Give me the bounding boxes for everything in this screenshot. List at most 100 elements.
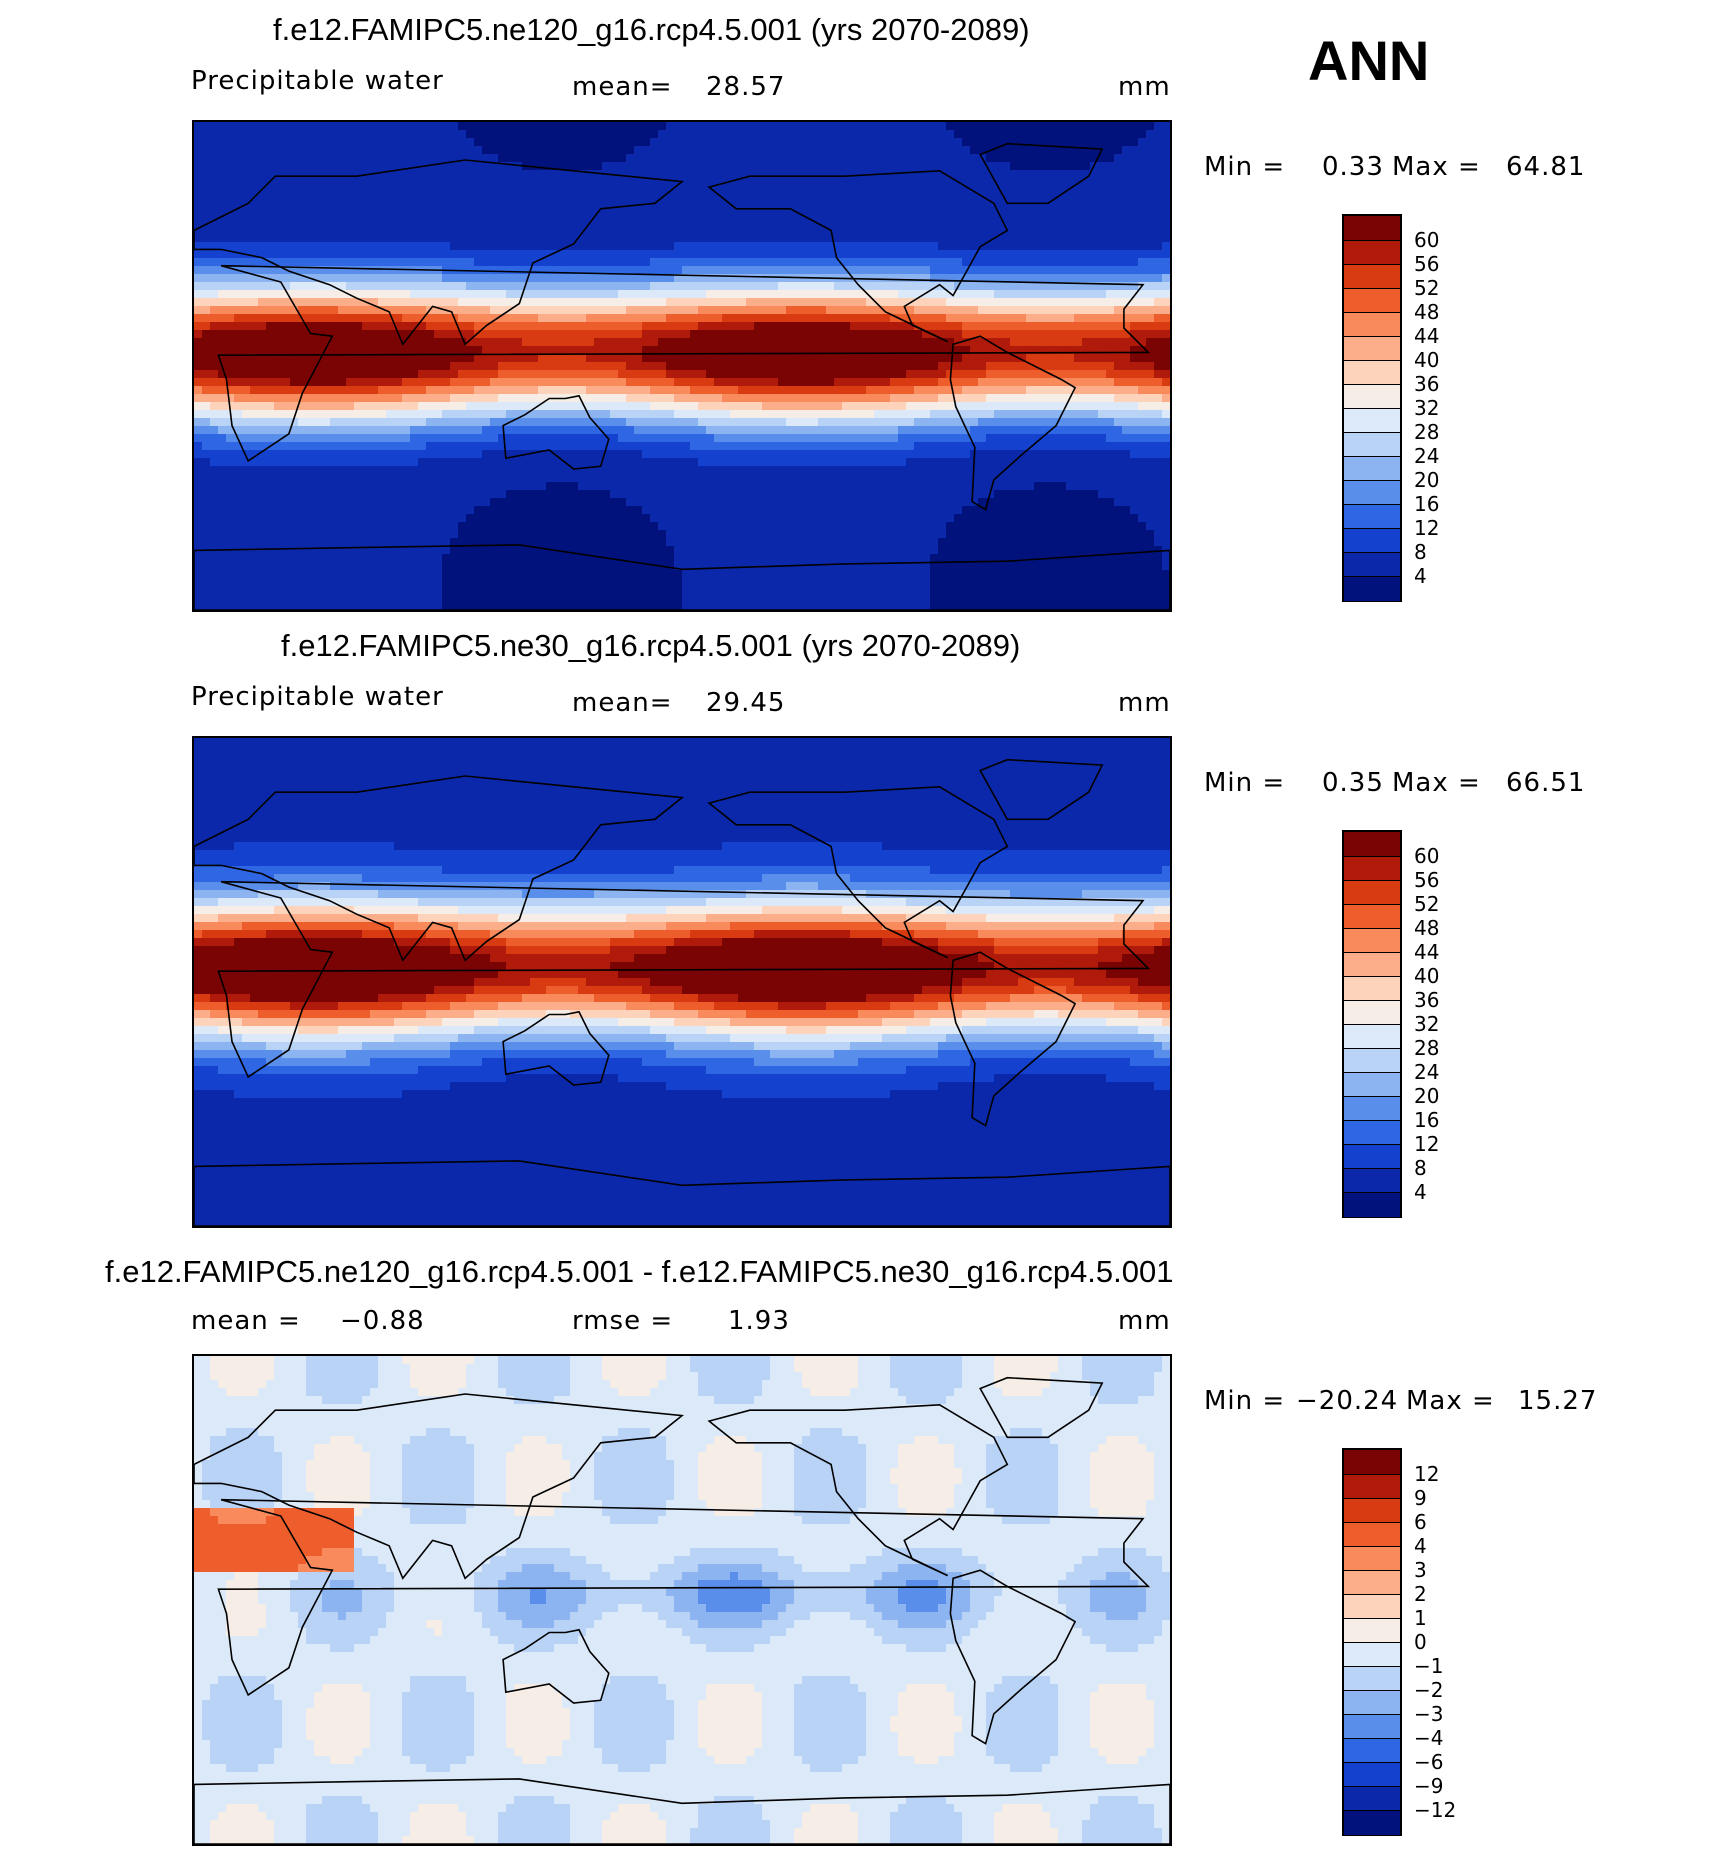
field-cell xyxy=(426,170,435,179)
field-cell xyxy=(1018,434,1027,443)
field-cell xyxy=(1002,354,1011,363)
field-cell xyxy=(674,386,683,395)
field-cell xyxy=(1162,194,1170,203)
field-cell xyxy=(938,386,947,395)
field-cell xyxy=(410,242,419,251)
field-cell xyxy=(762,154,771,163)
field-cell xyxy=(706,314,715,323)
field-cell xyxy=(338,314,347,323)
field-cell xyxy=(234,186,243,195)
field-cell xyxy=(786,322,795,331)
field-cell xyxy=(978,322,987,331)
field-cell xyxy=(466,194,475,203)
field-cell xyxy=(834,386,843,395)
field-cell xyxy=(586,354,595,363)
field-cell xyxy=(706,410,715,419)
field-cell xyxy=(954,234,963,243)
field-cell xyxy=(1114,322,1123,331)
field-cell xyxy=(898,218,907,227)
field-cell xyxy=(306,394,315,403)
field-cell xyxy=(1042,282,1051,291)
field-cell xyxy=(1122,194,1131,203)
field-cell xyxy=(946,186,955,195)
field-cell xyxy=(330,298,339,307)
field-cell xyxy=(402,170,411,179)
field-cell xyxy=(1050,258,1059,267)
field-cell xyxy=(986,226,995,235)
field-cell xyxy=(986,138,995,147)
field-cell xyxy=(1042,242,1051,251)
field-cell xyxy=(962,146,971,155)
field-cell xyxy=(714,202,723,211)
field-cell xyxy=(1090,370,1099,379)
field-cell xyxy=(234,346,243,355)
field-cell xyxy=(618,354,627,363)
field-cell xyxy=(882,314,891,323)
field-cell xyxy=(194,146,203,155)
field-cell xyxy=(1130,290,1139,299)
field-cell xyxy=(242,410,251,419)
field-cell xyxy=(322,122,331,131)
field-cell xyxy=(674,258,683,267)
field-cell xyxy=(522,362,531,371)
field-cell xyxy=(730,314,739,323)
field-cell xyxy=(634,298,643,307)
field-cell xyxy=(762,178,771,187)
field-cell xyxy=(842,346,851,355)
field-cell xyxy=(786,434,795,443)
field-cell xyxy=(282,234,291,243)
field-cell xyxy=(474,418,483,427)
field-cell xyxy=(650,346,659,355)
field-cell xyxy=(402,178,411,187)
field-cell xyxy=(986,442,995,451)
field-cell xyxy=(722,362,731,371)
field-cell xyxy=(530,186,539,195)
field-cell xyxy=(226,298,235,307)
field-cell xyxy=(730,434,739,443)
field-cell xyxy=(530,226,539,235)
field-cell xyxy=(234,234,243,243)
field-cell xyxy=(242,338,251,347)
field-cell xyxy=(682,370,691,379)
field-cell xyxy=(1050,250,1059,259)
field-cell xyxy=(874,394,883,403)
field-cell xyxy=(626,154,635,163)
field-cell xyxy=(730,218,739,227)
field-cell xyxy=(282,362,291,371)
field-cell xyxy=(226,434,235,443)
field-cell xyxy=(1026,402,1035,411)
field-cell xyxy=(322,130,331,139)
field-cell xyxy=(818,386,827,395)
field-cell xyxy=(570,138,579,147)
field-cell xyxy=(770,202,779,211)
field-cell xyxy=(970,250,979,259)
field-cell xyxy=(650,266,659,275)
field-cell xyxy=(842,218,851,227)
field-cell xyxy=(354,290,363,299)
field-cell xyxy=(530,274,539,283)
field-cell xyxy=(242,378,251,387)
field-cell xyxy=(690,178,699,187)
field-cell xyxy=(354,402,363,411)
field-cell xyxy=(770,290,779,299)
field-cell xyxy=(882,210,891,219)
field-cell xyxy=(250,394,259,403)
field-cell xyxy=(722,170,731,179)
field-cell xyxy=(842,154,851,163)
field-cell xyxy=(506,298,515,307)
field-cell xyxy=(866,386,875,395)
field-cell xyxy=(874,186,883,195)
field-cell xyxy=(810,186,819,195)
field-cell xyxy=(794,146,803,155)
field-cell xyxy=(962,330,971,339)
field-cell xyxy=(986,434,995,443)
field-cell xyxy=(866,130,875,139)
field-cell xyxy=(730,122,739,131)
field-cell xyxy=(1154,370,1163,379)
field-cell xyxy=(1146,218,1155,227)
field-cell xyxy=(274,386,283,395)
field-cell xyxy=(986,378,995,387)
field-cell xyxy=(1082,362,1091,371)
field-cell xyxy=(466,298,475,307)
field-cell xyxy=(466,218,475,227)
